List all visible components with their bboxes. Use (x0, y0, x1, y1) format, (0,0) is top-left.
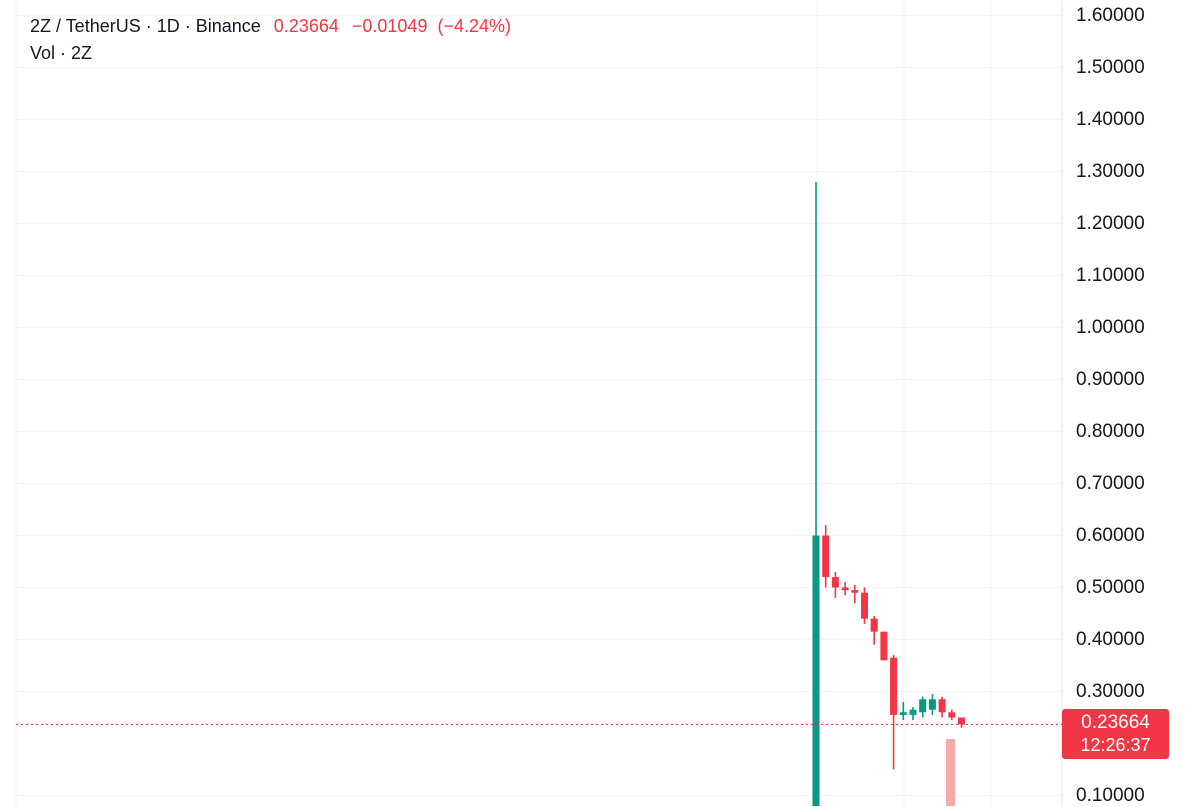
price-tag-price: 0.23664 (1081, 712, 1150, 733)
price-axis-tick: 1.10000 (1076, 264, 1145, 286)
candle-body[interactable] (948, 712, 956, 718)
candle-body[interactable] (861, 592, 868, 619)
price-change-value: −0.01049 (351, 16, 428, 36)
candle-body[interactable] (899, 712, 907, 715)
price-tag-countdown: 12:26:37 (1080, 735, 1151, 755)
candle-body[interactable] (812, 535, 820, 807)
price-axis-tick: 1.40000 (1076, 108, 1145, 130)
candle-body[interactable] (822, 535, 830, 578)
price-axis-tick: 0.90000 (1076, 368, 1145, 390)
candle-body[interactable] (841, 587, 849, 591)
price-axis-tick: 0.40000 (1076, 628, 1145, 650)
price-axis-tick: 0.60000 (1076, 524, 1145, 546)
price-axis-tick: 0.30000 (1076, 680, 1145, 702)
symbol-label[interactable]: 2Z / TetherUS · 1D · Binance (30, 16, 261, 36)
candle-body[interactable] (928, 699, 936, 710)
chart-grid (15, 0, 1062, 806)
candle-body[interactable] (909, 709, 917, 715)
last-price-value: 0.23664 (273, 16, 339, 36)
price-axis-tick: 0.10000 (1076, 784, 1145, 806)
price-change-percent: (−4.24%) (437, 16, 512, 36)
price-axis-tick: 1.30000 (1076, 160, 1145, 182)
candle-body[interactable] (890, 657, 898, 715)
volume-bar (946, 739, 955, 806)
last-price-tag: 0.23664 12:26:37 (1062, 709, 1169, 759)
candle-body[interactable] (851, 590, 859, 593)
price-axis-tick: 1.50000 (1076, 56, 1145, 78)
price-axis-tick: 1.60000 (1076, 4, 1145, 26)
candle-body[interactable] (958, 717, 965, 725)
price-axis-tick: 1.20000 (1076, 212, 1145, 234)
candle-body[interactable] (831, 577, 839, 588)
candle-body[interactable] (880, 631, 888, 661)
price-axis-tick: 0.50000 (1076, 576, 1145, 598)
price-axis-tick: 0.70000 (1076, 472, 1145, 494)
price-axis-tick: 1.00000 (1076, 316, 1145, 338)
chart-legend: 2Z / TetherUS · 1D · Binance 0.23664 −0.… (30, 16, 511, 37)
volume-bars (946, 739, 955, 806)
candle-body[interactable] (938, 699, 946, 713)
candle-body[interactable] (870, 618, 878, 632)
candle-body[interactable] (919, 699, 927, 713)
price-axis-tick: 0.80000 (1076, 420, 1145, 442)
candles[interactable] (812, 181, 966, 807)
volume-legend[interactable]: Vol · 2Z (30, 43, 93, 63)
